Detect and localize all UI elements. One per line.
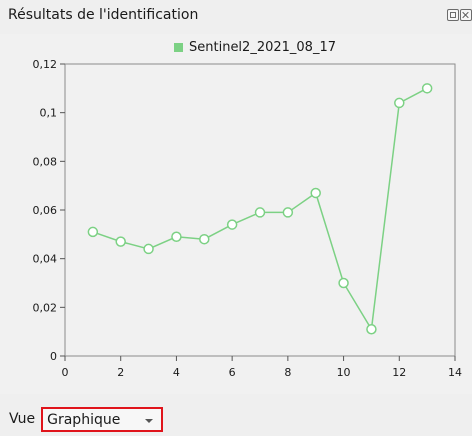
data-point — [199, 233, 210, 245]
view-selector-row: Vue Graphique — [9, 405, 164, 433]
view-dropdown-value: Graphique — [47, 411, 121, 428]
y-tick-label: 0,08 — [33, 155, 58, 168]
legend-swatch — [174, 42, 183, 52]
panel-title: Résultats de l'identification — [8, 7, 199, 23]
data-point — [421, 83, 433, 94]
data-point — [171, 231, 182, 243]
y-tick-label: 0 — [50, 350, 57, 363]
x-tick-label: 6 — [229, 366, 236, 379]
x-tick-label: 2 — [117, 366, 124, 379]
data-point — [115, 236, 126, 247]
data-point — [254, 207, 266, 218]
data-point — [310, 187, 321, 199]
chart-legend: Sentinel2_2021_08_17 — [174, 39, 336, 55]
data-point — [394, 97, 405, 109]
x-tick-label: 10 — [337, 366, 351, 379]
data-point — [226, 219, 238, 230]
x-tick-label: 8 — [284, 366, 291, 379]
chevron-down-icon — [145, 418, 154, 423]
y-tick-label: 0,1 — [40, 107, 58, 120]
y-tick-label: 0,06 — [33, 204, 58, 217]
legend-label: Sentinel2_2021_08_17 — [189, 39, 336, 55]
close-icon[interactable] — [460, 9, 472, 21]
view-dropdown[interactable]: Graphique — [41, 406, 164, 432]
data-point — [338, 277, 349, 289]
x-tick-label: 14 — [448, 366, 462, 379]
y-tick-label: 0,02 — [33, 301, 58, 314]
y-tick-label: 0,12 — [33, 58, 58, 71]
data-point — [87, 226, 99, 238]
x-tick-label: 4 — [173, 366, 180, 379]
float-panel-icon[interactable] — [447, 9, 459, 21]
chart-area: 0 2 4 6 8 10 12 14 0 0,02 0,04 0,06 0,08 0,1 0,12 Sent… — [0, 34, 472, 394]
data-point — [366, 323, 377, 335]
x-tick-label: 0 — [62, 366, 69, 379]
data-point — [282, 207, 294, 218]
data-point — [143, 243, 154, 255]
y-tick-label: 0,04 — [33, 253, 58, 266]
panel-header: Résultats de l'identification — [0, 0, 472, 32]
view-label: Vue — [9, 411, 36, 427]
line-chart: 0 2 4 6 8 10 12 14 0 0,02 0,04 0,06 0,08 0,1 0,12 — [33, 58, 463, 379]
x-tick-label: 12 — [392, 366, 406, 379]
